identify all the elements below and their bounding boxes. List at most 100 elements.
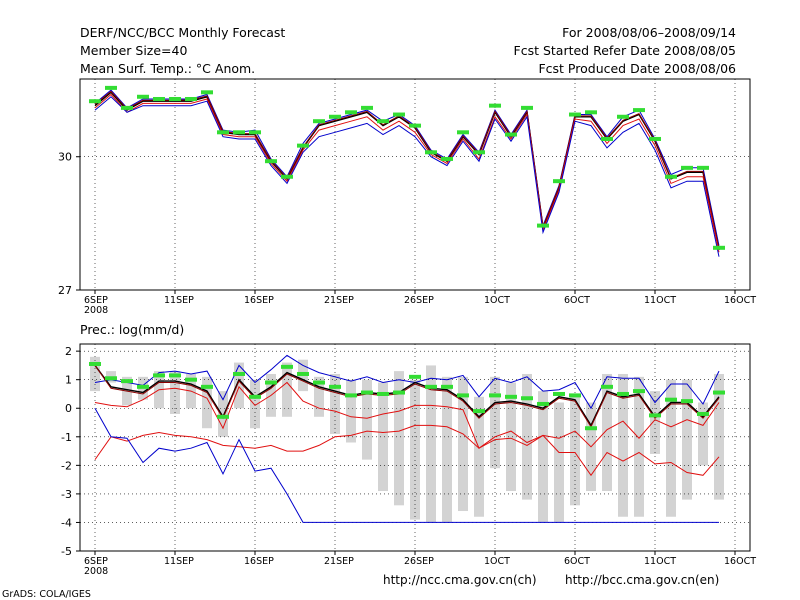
marker-point [409, 374, 421, 379]
spread-bar [490, 376, 500, 469]
marker-point [105, 376, 117, 381]
marker-point [649, 136, 661, 141]
marker-point [617, 114, 629, 119]
marker-point [329, 114, 341, 119]
grads-credit: GrADS: COLA/IGES [2, 589, 91, 600]
series-lower-red [94, 381, 720, 449]
y-tick-label: 1 [65, 374, 72, 387]
series-upper [94, 89, 720, 246]
marker-point [169, 96, 181, 101]
spread-bar [282, 362, 292, 417]
marker-point [217, 130, 229, 135]
marker-point [633, 108, 645, 113]
marker-point [297, 371, 309, 376]
series-ensemble-mean [94, 364, 720, 427]
marker-point [713, 245, 725, 250]
x-tick-label: 11SEP [164, 295, 194, 306]
y-tick-label: -2 [61, 459, 72, 472]
marker-point [633, 389, 645, 394]
spread-bar [442, 376, 452, 523]
marker-point [441, 156, 453, 161]
marker-point [265, 380, 277, 385]
marker-point [601, 384, 613, 389]
marker-point [217, 414, 229, 419]
marker-point [681, 165, 693, 170]
marker-point [137, 94, 149, 99]
spread-bar [346, 379, 356, 443]
marker-point [249, 130, 261, 135]
spread-bar [634, 376, 644, 517]
marker-point [473, 150, 485, 155]
x-tick-label: 21SEP [324, 295, 354, 306]
marker-point [137, 384, 149, 389]
chart-title: DERF/NCC/BCC Monthly Forecast [80, 25, 286, 40]
spread-bar [666, 379, 676, 517]
marker-point [505, 394, 517, 399]
url-ch-link[interactable]: http://ncc.cma.gov.cn(ch) [383, 573, 537, 587]
marker-point [377, 119, 389, 124]
marker-point [569, 393, 581, 398]
marker-point [169, 373, 181, 378]
marker-point [585, 110, 597, 115]
x-tick-sublabel: 2008 [84, 566, 108, 577]
marker-point [681, 399, 693, 404]
marker-point [457, 393, 469, 398]
marker-point [425, 150, 437, 155]
marker-point [105, 85, 117, 90]
marker-point [553, 391, 565, 396]
marker-point [153, 96, 165, 101]
marker-point [153, 373, 165, 378]
marker-point [489, 103, 501, 108]
spread-bar [698, 402, 708, 466]
marker-point [345, 393, 357, 398]
x-tick-label: 6OCT [564, 556, 590, 567]
spread-bar [474, 396, 484, 517]
y-tick-label: 30 [58, 151, 72, 164]
x-tick-label: 11OCT [644, 556, 676, 567]
marker-point [233, 130, 245, 135]
marker-point [409, 123, 421, 128]
marker-point [121, 379, 133, 384]
spread-bar [538, 391, 548, 523]
spread-bar [314, 376, 324, 417]
spread-bar [522, 373, 532, 500]
y-tick-label: 2 [65, 345, 72, 358]
spread-bar [602, 373, 612, 492]
marker-point [233, 371, 245, 376]
y-tick-label: -1 [61, 431, 72, 444]
spread-bar [554, 402, 564, 523]
marker-point [297, 143, 309, 148]
x-tick-label: 26SEP [404, 295, 434, 306]
series-upper-blue [94, 354, 720, 410]
marker-point [537, 223, 549, 228]
spread-bar [218, 391, 228, 437]
series-ensemble-mean [94, 91, 720, 251]
marker-point [361, 105, 373, 110]
marker-point [281, 174, 293, 179]
spread-bar [714, 373, 724, 500]
x-tick-label: 16SEP [244, 295, 274, 306]
marker-point [89, 361, 101, 366]
member-size: Member Size=40 [80, 43, 188, 58]
series-observed [94, 90, 720, 250]
spread-bar [202, 376, 212, 429]
marker-point [345, 110, 357, 115]
x-tick-label: 16OCT [724, 556, 756, 567]
series-lower-red-2 [94, 424, 720, 477]
marker-point [201, 384, 213, 389]
marker-point [361, 390, 373, 395]
url-en-link[interactable]: http://bcc.cma.gov.cn(en) [565, 573, 720, 587]
spread-bar [394, 371, 404, 506]
marker-point [521, 396, 533, 401]
precip-title: Prec.: log(mm/d) [80, 322, 185, 337]
marker-point [553, 179, 565, 184]
marker-point [489, 393, 501, 398]
spread-bar [426, 365, 436, 523]
x-tick-label: 6SEP [84, 556, 108, 567]
marker-point [185, 377, 197, 382]
forecast-period: For 2008/08/06–2008/09/14 [562, 25, 736, 40]
y-tick-label: -3 [61, 488, 72, 501]
y-tick-label: 0 [65, 402, 72, 415]
